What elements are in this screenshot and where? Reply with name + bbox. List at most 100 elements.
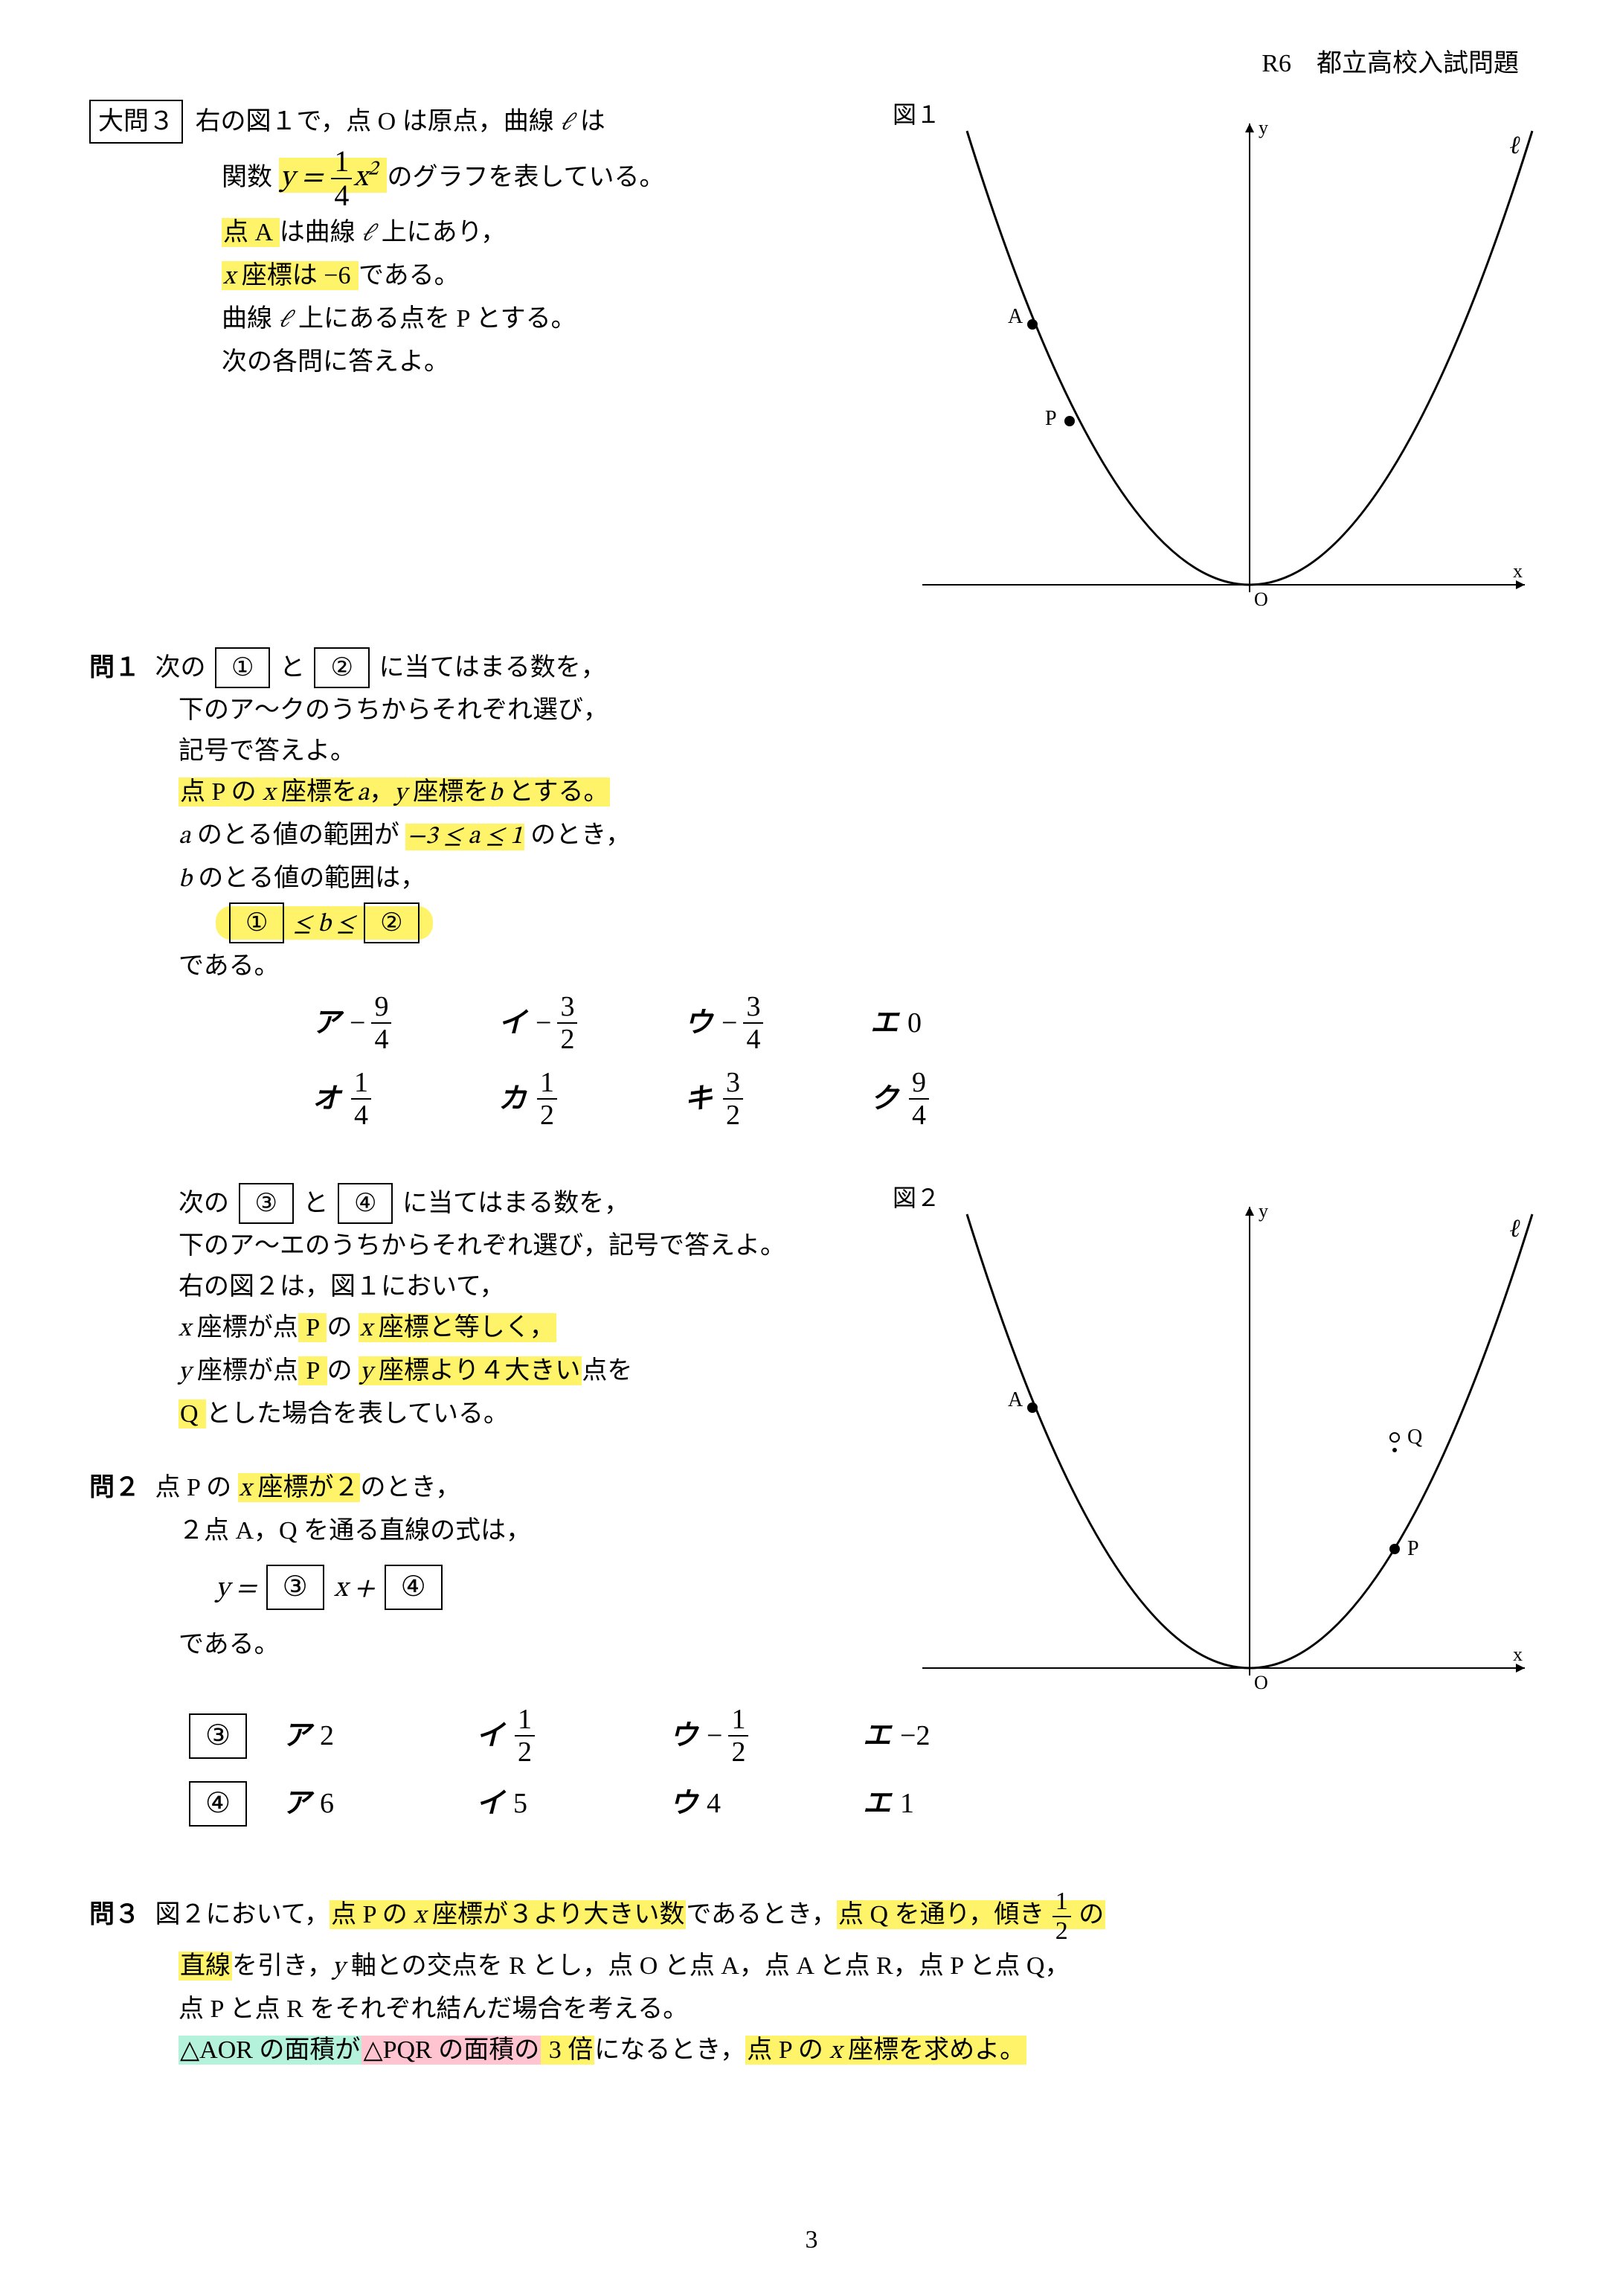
mid-l5b: P bbox=[298, 1356, 327, 1385]
box-4b: ④ bbox=[385, 1565, 443, 1610]
q3-l2c: 軸との交点を R とし，点 O と点 A，点 A と点 R，点 P と点 Q， bbox=[344, 1952, 1070, 1980]
q3-slope-n: 1 bbox=[1052, 1889, 1071, 1917]
mid-l2: 下のア〜エのうちからそれぞれ選び，記号で答えよ。 bbox=[179, 1227, 878, 1265]
mid-l5c: の bbox=[327, 1357, 359, 1385]
intro-hl-xcoord: x 座標は −6 bbox=[222, 261, 359, 290]
q1-l1b: と bbox=[280, 654, 305, 682]
fig2-O: O bbox=[1254, 1672, 1268, 1693]
q3-l4b: △PQR の面積の bbox=[361, 2036, 541, 2065]
q2-row3-label: ③ bbox=[189, 1713, 247, 1759]
q1-l5c: のとき， bbox=[524, 821, 631, 849]
q2-options: ③ ア2イ12ウ−12エ−2 ④ ア6イ5ウ4エ1 bbox=[186, 1705, 1534, 1827]
func-x: x bbox=[353, 163, 367, 193]
ell-3: ℓ bbox=[279, 308, 292, 333]
page: R6 都立高校入試問題 大問３ 右の図１で，点 O は原点，曲線 ℓ は 関数 … bbox=[0, 0, 1623, 2296]
q3-l1f: の bbox=[1073, 1901, 1105, 1928]
q3-l4a: △AOR の面積が bbox=[179, 2036, 361, 2065]
intro-l5b: 上にある点を P とする。 bbox=[292, 305, 576, 333]
q2-l1c: のとき， bbox=[360, 1474, 460, 1501]
section-mid: 次の ③ と ④ に当てはまる数を， 下のア〜エのうちからそれぞれ選び，記号で答… bbox=[89, 1180, 1534, 1698]
q2-l1a: 点 P の bbox=[155, 1474, 238, 1501]
q3-l1c: 座標が３より大きい数 bbox=[426, 1901, 685, 1928]
fig2-P: P bbox=[1407, 1537, 1419, 1560]
option-カ: カ12 bbox=[498, 1068, 669, 1129]
section-intro: 大問３ 右の図１で，点 O は原点，曲線 ℓ は 関数 y = 14x2 のグラ… bbox=[89, 97, 1534, 615]
mid-l4d: 座標と等しく， bbox=[372, 1314, 554, 1341]
q3-l1e: 点 Q を通り，傾き bbox=[838, 1901, 1051, 1928]
q3-l2b: を引き， bbox=[232, 1952, 332, 1980]
figure-1: A P O y x ℓ bbox=[878, 101, 1547, 615]
option-キ: キ32 bbox=[684, 1068, 855, 1129]
q1-l5a: a bbox=[179, 824, 190, 850]
q3-l2a: 直線 bbox=[179, 1952, 232, 1981]
q2-opt4-エ: エ1 bbox=[863, 1783, 1056, 1825]
q3-l3: 点 P と点 R をそれぞれ結んだ場合を考える。 bbox=[179, 1990, 1534, 2028]
fig2-y: y bbox=[1259, 1200, 1268, 1222]
box-3b: ③ bbox=[266, 1565, 324, 1610]
q3-l4c: 3 倍 bbox=[541, 2036, 594, 2065]
option-エ: エ0 bbox=[870, 993, 1041, 1054]
fig1-y: y bbox=[1259, 117, 1268, 138]
q3-l1a: 図２において， bbox=[155, 1901, 330, 1928]
q2-row4-label: ④ bbox=[189, 1781, 247, 1827]
question-2: 問２ 点 P の x 座標が２のとき， ２点 A，Q を通る直線の式は， y =… bbox=[89, 1469, 878, 1664]
q2-opt3-ウ: ウ−12 bbox=[669, 1705, 863, 1766]
mid-l5d: 座標より４大きい bbox=[373, 1357, 581, 1385]
q3-slope-d: 2 bbox=[1052, 1917, 1071, 1944]
option-イ: イ−32 bbox=[498, 993, 669, 1054]
mid-l6b: とした場合を表している。 bbox=[206, 1400, 509, 1428]
mid-l5a: 座標が点 bbox=[190, 1357, 298, 1385]
func-exp: 2 bbox=[368, 159, 379, 180]
q1-l4g: とする。 bbox=[502, 778, 608, 806]
q1-range: −3 ≤ a ≤ 1 bbox=[405, 824, 524, 850]
mid-l6a: Q bbox=[179, 1399, 206, 1428]
page-number: 3 bbox=[806, 2221, 818, 2259]
option-オ: オ14 bbox=[312, 1068, 483, 1129]
q1-l4a: 点 P の bbox=[180, 778, 263, 806]
q3-l1b: 点 P の bbox=[331, 1901, 414, 1928]
q3-hl3: 点 P の x 座標を求めよ。 bbox=[745, 2036, 1026, 2065]
option-ア: ア−94 bbox=[312, 993, 483, 1054]
func-y: y = bbox=[280, 163, 330, 193]
q1-l2: 下のア〜クのうちからそれぞれ選び， bbox=[179, 691, 1534, 729]
q1-ineq-text: ≤ b ≤ bbox=[287, 912, 361, 937]
q1-l4d: ， bbox=[369, 778, 394, 806]
q3-l4f: 座標を求めよ。 bbox=[842, 2036, 1026, 2064]
intro-line3c: 上にあり， bbox=[375, 219, 506, 246]
mid-l5e: 点を bbox=[582, 1357, 632, 1385]
ell-1: ℓ bbox=[560, 111, 573, 136]
intro-line1b: は bbox=[573, 108, 605, 135]
question-3: 問３ 図２において，点 P の x 座標が３より大きい数であるとき，点 Q を通… bbox=[89, 1889, 1534, 2071]
fig2-Q: Q bbox=[1407, 1426, 1422, 1449]
function-eq: y = 14x2 bbox=[279, 158, 388, 193]
q2-label: 問２ bbox=[89, 1473, 140, 1501]
q2-opt4-ウ: ウ4 bbox=[669, 1783, 863, 1825]
intro-l4b: である。 bbox=[359, 262, 460, 289]
q2-dearu: である。 bbox=[179, 1626, 878, 1664]
mid-l1b: と bbox=[303, 1190, 328, 1217]
box-2b: ② bbox=[364, 902, 419, 943]
box-2: ② bbox=[314, 647, 369, 688]
q2-l2: ２点 A，Q を通る直線の式は， bbox=[179, 1512, 878, 1550]
q1-label: 問１ bbox=[89, 653, 140, 682]
q2-eq-xplus: x + bbox=[334, 1575, 381, 1603]
box-3: ③ bbox=[239, 1183, 294, 1224]
fig1-P: P bbox=[1045, 407, 1057, 430]
intro-l4a: 座標は −6 bbox=[235, 262, 357, 289]
page-header: R6 都立高校入試問題 bbox=[1262, 45, 1519, 83]
option-ウ: ウ−34 bbox=[684, 993, 855, 1054]
mid-l4b: P bbox=[298, 1313, 327, 1342]
func-den: 4 bbox=[331, 179, 352, 211]
fig1-ell: ℓ bbox=[1510, 132, 1521, 159]
q2-l1b: 座標が２ bbox=[251, 1474, 359, 1501]
mid-l4a: 座標が点 bbox=[190, 1314, 298, 1341]
q3-l4e: 点 P の bbox=[747, 2036, 829, 2064]
q2-eq-y: y = bbox=[216, 1575, 263, 1603]
intro-line3b: は曲線 bbox=[280, 219, 362, 246]
mid-l4c: の bbox=[327, 1314, 359, 1341]
q1-l4f: b bbox=[489, 781, 502, 807]
intro-line1a: 右の図１で，点 O は原点，曲線 bbox=[196, 108, 561, 135]
q2-hl: x 座標が２ bbox=[238, 1473, 361, 1502]
q2-opt3-イ: イ12 bbox=[476, 1705, 669, 1766]
mid-l1a: 次の bbox=[179, 1190, 229, 1217]
